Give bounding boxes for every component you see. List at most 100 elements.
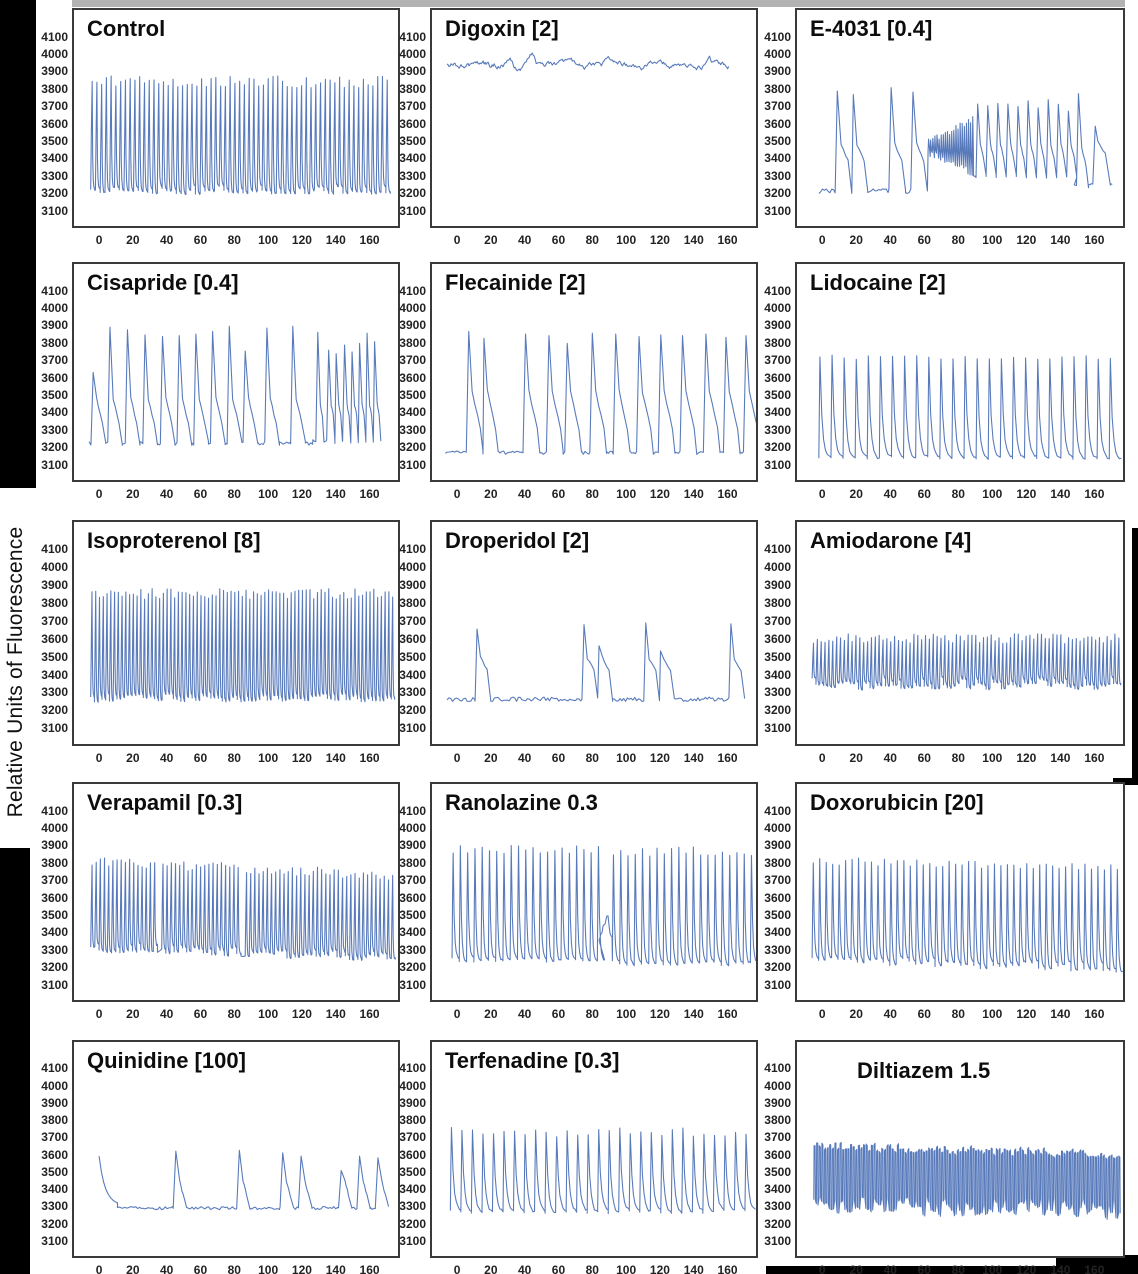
y-tick-label: 3200: [764, 1216, 791, 1231]
y-tick-label: 3400: [764, 925, 791, 940]
y-tick-label: 3400: [41, 925, 68, 940]
y-tick-label: 3600: [41, 890, 68, 905]
x-tick-label: 120: [649, 1263, 670, 1274]
x-tick-label: 60: [551, 233, 566, 247]
x-tick-label: 40: [159, 233, 174, 247]
y-tick-label: 4000: [764, 301, 791, 316]
x-tick-label: 40: [883, 487, 897, 501]
chart-panel: Diltiazem 1.5 4100 4000 3900 3800 3700 3600 35…: [755, 1040, 1125, 1274]
x-tick-label: 120: [649, 1007, 670, 1021]
top-gray-bar: [72, 0, 1125, 7]
y-tick-label: 3200: [764, 703, 791, 718]
y-tick-label: 3700: [41, 613, 68, 628]
y-tick-label: 3300: [764, 685, 791, 700]
fluorescence-trace: [90, 588, 396, 703]
y-tick-label: 3400: [399, 1182, 426, 1197]
fluorescence-trace: [813, 1141, 1121, 1220]
x-tick-label: 140: [683, 487, 704, 501]
x-tick-label: 40: [159, 751, 174, 765]
x-tick-label: 160: [1084, 487, 1105, 501]
y-tick-label: 3500: [764, 908, 791, 923]
x-tick-label: 0: [818, 751, 826, 765]
y-tick-label: 4100: [41, 803, 68, 818]
x-tick-label: 20: [849, 751, 863, 765]
y-tick-label: 3700: [764, 613, 791, 628]
x-tick-label: 140: [683, 1263, 704, 1274]
x-tick-label: 40: [517, 233, 532, 247]
y-tick-label: 3300: [399, 1199, 426, 1214]
fluorescence-trace: [98, 1149, 390, 1211]
y-tick-label: 3800: [764, 855, 791, 870]
y-tick-label: 3400: [41, 1182, 68, 1197]
panel-title: Droperidol [2]: [445, 528, 590, 553]
y-tick-label: 4000: [764, 1078, 791, 1093]
y-tick-label: 3600: [764, 1147, 791, 1162]
panel-title: Control: [87, 16, 166, 41]
y-tick-label: 3100: [41, 1233, 68, 1248]
y-tick-label: 4000: [399, 560, 426, 575]
y-tick-label: 3900: [399, 578, 426, 593]
y-tick-label: 3500: [399, 649, 426, 664]
y-tick-label: 3400: [764, 1182, 791, 1197]
x-tick-label: 20: [484, 1263, 498, 1274]
y-tick-label: 3700: [399, 353, 426, 368]
y-tick-label: 3400: [764, 405, 791, 420]
y-tick-label: 3300: [41, 168, 68, 183]
x-tick-label: 140: [1050, 233, 1071, 247]
y-tick-label: 3300: [764, 1199, 791, 1214]
x-tick-label: 20: [849, 487, 863, 501]
y-tick-label: 3200: [399, 960, 426, 975]
y-tick-label: 3800: [764, 596, 791, 611]
x-tick-label: 80: [227, 487, 241, 501]
plot-area: Verapamil [0.3]: [72, 782, 400, 1002]
x-tick-label: 0: [453, 1263, 461, 1274]
y-tick-label: 3500: [764, 388, 791, 403]
x-tick-label: 160: [1084, 751, 1105, 765]
y-tick-label: 3700: [764, 1130, 791, 1145]
y-tick-label: 3100: [764, 1233, 791, 1248]
y-tick-label: 3200: [764, 960, 791, 975]
y-tick-label: 3400: [41, 151, 68, 166]
y-tick-label: 3400: [41, 667, 68, 682]
plot-area: Diltiazem 1.5: [795, 1040, 1125, 1258]
x-tick-label: 60: [551, 1007, 566, 1021]
x-tick-label: 0: [453, 487, 461, 501]
fluorescence-trace: [90, 857, 397, 961]
x-tick-label: 100: [258, 233, 279, 247]
fluorescence-trace: [818, 354, 1122, 460]
y-tick-label: 4100: [399, 283, 426, 298]
y-tick-label: 3300: [41, 685, 68, 700]
x-tick-label: 100: [982, 1263, 1003, 1274]
x-tick-label: 20: [849, 1007, 863, 1021]
y-tick-label: 3900: [399, 1095, 426, 1110]
y-tick-label: 4000: [41, 1078, 68, 1093]
y-tick-label: 3800: [41, 596, 68, 611]
plot-area: E-4031 [0.4]: [795, 8, 1125, 228]
y-tick-label: 4000: [764, 821, 791, 836]
x-tick-label: 40: [883, 1007, 897, 1021]
x-tick-label: 160: [717, 487, 738, 501]
x-tick-label: 40: [517, 1263, 532, 1274]
y-tick-label: 3800: [399, 81, 426, 96]
y-tick-label: 4000: [399, 47, 426, 62]
x-tick-label: 80: [951, 751, 965, 765]
y-tick-label: 3100: [764, 977, 791, 992]
left-black-strip-top: [0, 0, 36, 488]
y-tick-label: 3500: [399, 388, 426, 403]
x-tick-label: 60: [551, 751, 566, 765]
x-tick-label: 160: [359, 487, 380, 501]
x-tick-label: 0: [818, 233, 826, 247]
x-tick-label: 120: [291, 233, 312, 247]
x-tick-label: 100: [982, 233, 1003, 247]
y-tick-label: 3500: [399, 134, 426, 149]
x-tick-label: 100: [616, 1263, 637, 1274]
right-black-strip: [1132, 528, 1138, 778]
panel-title: Quinidine [100]: [87, 1048, 246, 1073]
y-tick-label: 3300: [399, 685, 426, 700]
y-tick-label: 3500: [764, 649, 791, 664]
y-tick-label: 4000: [41, 47, 68, 62]
fluorescence-trace: [446, 622, 746, 703]
y-tick-label: 3800: [764, 81, 791, 96]
y-tick-label: 4100: [764, 283, 791, 298]
x-tick-label: 80: [227, 1007, 241, 1021]
